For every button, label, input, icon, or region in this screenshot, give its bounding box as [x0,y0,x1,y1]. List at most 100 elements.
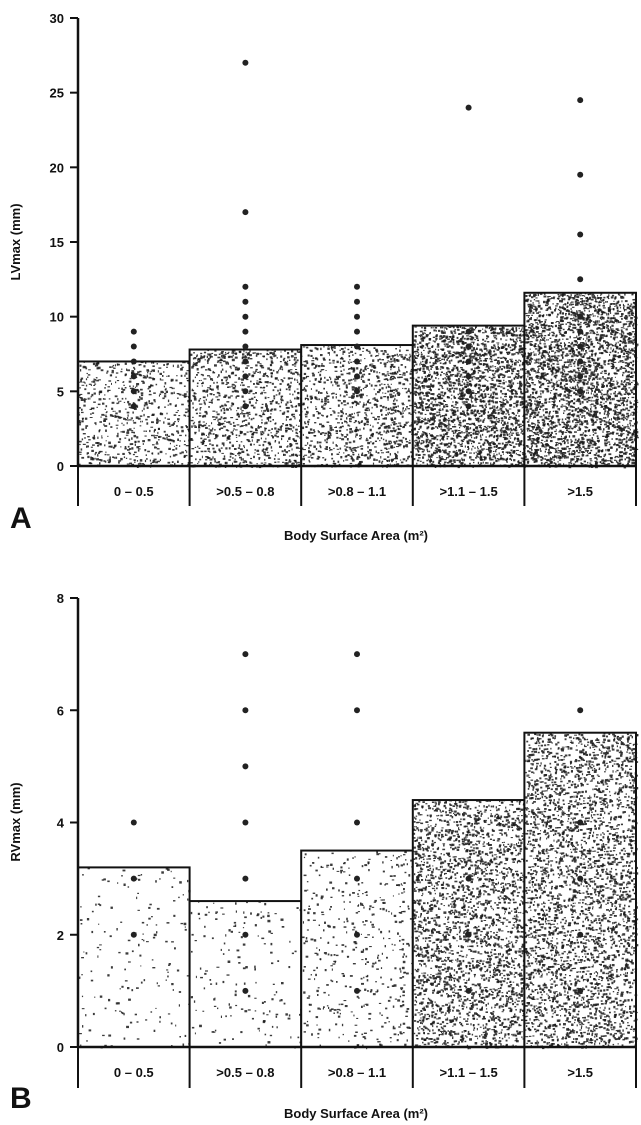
data-point [242,60,248,66]
chart-a-x-ticks: 0 – 0.5 >0.5 – 0.8 >0.8 – 1.1 >1.1 – 1.5 >1.… [78,466,636,506]
data-point [577,373,583,379]
x-tick-label: >0.5 – 0.8 [216,1065,274,1080]
data-point [242,820,248,826]
data-point [577,232,583,238]
data-point [466,876,472,882]
data-point [577,988,583,994]
data-point [242,988,248,994]
chart-a-xlabel: Body Surface Area (m²) [284,528,428,543]
data-point [577,344,583,350]
chart-b-ylabel: RVmax (mm) [8,782,23,861]
data-point [131,344,137,350]
data-point [131,820,137,826]
y-tick-label: 0 [57,459,64,474]
data-point [354,373,360,379]
chart-b-xlabel: Body Surface Area (m²) [284,1106,428,1121]
data-point [242,299,248,305]
data-point [577,329,583,335]
data-point [354,314,360,320]
y-tick-label: 8 [57,591,64,606]
y-tick-label: 4 [57,816,65,831]
y-tick-label: 0 [57,1040,64,1055]
data-point [577,172,583,178]
data-point [354,988,360,994]
panel-label-a: A [10,502,32,535]
data-point [131,359,137,365]
data-point [466,344,472,350]
data-point [242,707,248,713]
y-tick-label: 2 [57,928,64,943]
data-point [466,373,472,379]
data-point [354,876,360,882]
data-point [354,707,360,713]
data-point [354,284,360,290]
chart-a: 0 5 10 15 20 25 30 0 – 0.5 >0.5 – 0.8 >0.8 – 1.1… [8,11,639,543]
data-point [354,932,360,938]
data-point [131,932,137,938]
chart-b: 0 2 4 6 8 0 – 0.5 >0.5 – 0.8 >0.8 – 1.1 >1.1 – … [8,591,638,1121]
data-point [577,276,583,282]
data-point [354,299,360,305]
data-point [242,344,248,350]
x-tick-label: >1.1 – 1.5 [439,484,497,499]
data-point [466,988,472,994]
x-tick-label: >1.5 [567,484,593,499]
data-point [354,359,360,365]
x-tick-label: >0.5 – 0.8 [216,484,274,499]
bar [524,733,638,1049]
chart-a-ylabel: LVmax (mm) [8,203,23,280]
y-tick-label: 5 [57,384,64,399]
chart-b-x-ticks: 0 – 0.5 >0.5 – 0.8 >0.8 – 1.1 >1.1 – 1.5 >1.… [78,1047,636,1088]
x-tick-label: >1.1 – 1.5 [439,1065,497,1080]
y-tick-label: 20 [50,160,64,175]
data-point [577,388,583,394]
data-point [466,359,472,365]
y-tick-label: 30 [50,11,64,26]
data-point [577,359,583,365]
bar [78,867,191,1048]
y-tick-label: 10 [50,310,64,325]
x-tick-label: 0 – 0.5 [114,484,154,499]
data-point [354,820,360,826]
data-point [242,209,248,215]
panel-label-b: B [10,1082,32,1115]
data-point [242,329,248,335]
data-point [242,876,248,882]
data-point [466,932,472,938]
data-point [242,373,248,379]
x-tick-label: 0 – 0.5 [114,1065,154,1080]
x-tick-label: >1.5 [567,1065,593,1080]
data-point [354,388,360,394]
data-point [242,403,248,409]
data-point [354,329,360,335]
bar [413,800,527,1049]
data-point [131,373,137,379]
data-point [242,763,248,769]
x-tick-label: >0.8 – 1.1 [328,484,386,499]
data-point [577,876,583,882]
data-point [131,329,137,335]
data-point [577,932,583,938]
data-point [242,388,248,394]
data-point [131,876,137,882]
x-tick-label: >0.8 – 1.1 [328,1065,386,1080]
data-point [242,359,248,365]
data-point [466,388,472,394]
chart-b-bars [78,733,638,1050]
data-point [577,314,583,320]
y-tick-label: 6 [57,703,64,718]
y-tick-label: 15 [50,235,64,250]
data-point [131,403,137,409]
bar [190,901,303,1048]
data-point [131,388,137,394]
data-point [242,651,248,657]
data-point [242,284,248,290]
data-point [242,932,248,938]
data-point [577,97,583,103]
data-point [577,707,583,713]
data-point [466,105,472,111]
data-point [466,329,472,335]
data-point [466,403,472,409]
data-point [577,820,583,826]
